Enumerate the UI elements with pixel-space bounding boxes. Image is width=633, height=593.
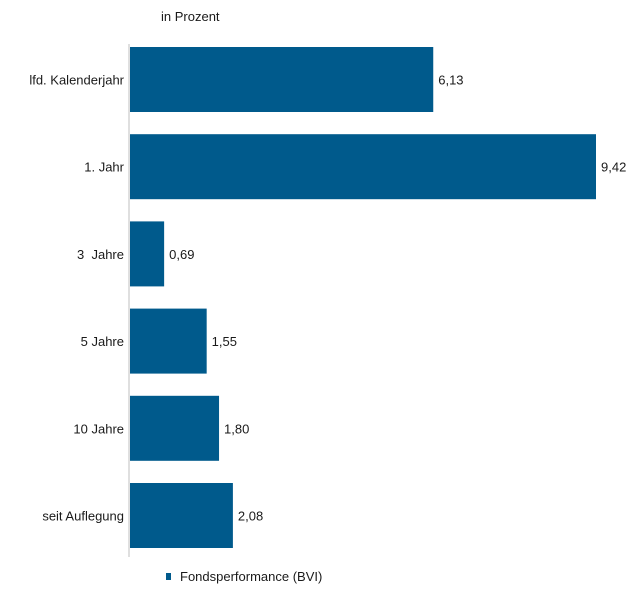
bar — [130, 483, 233, 548]
value-label: 2,08 — [238, 509, 263, 524]
category-label: 10 Jahre — [73, 421, 124, 436]
value-label: 6,13 — [438, 73, 463, 88]
category-label: 1. Jahr — [84, 160, 124, 175]
value-label: 0,69 — [169, 247, 194, 262]
bar — [130, 395, 220, 461]
legend-label: Fondsperformance (BVI) — [180, 569, 323, 584]
value-label: 1,80 — [224, 421, 249, 436]
legend-swatch — [166, 573, 171, 580]
bar — [130, 47, 434, 112]
category-label: lfd. Kalenderjahr — [29, 73, 124, 88]
legend: Fondsperformance (BVI) — [166, 569, 322, 584]
value-label: 1,55 — [212, 334, 237, 349]
category-label: 3 Jahre — [77, 247, 124, 262]
category-label: 5 Jahre — [81, 334, 124, 349]
bar — [130, 308, 207, 374]
category-label: seit Auflegung — [42, 509, 124, 524]
bar — [130, 221, 165, 287]
value-label: 9,42 — [601, 160, 626, 175]
unit-label: in Prozent — [161, 9, 220, 24]
bar — [130, 134, 596, 200]
